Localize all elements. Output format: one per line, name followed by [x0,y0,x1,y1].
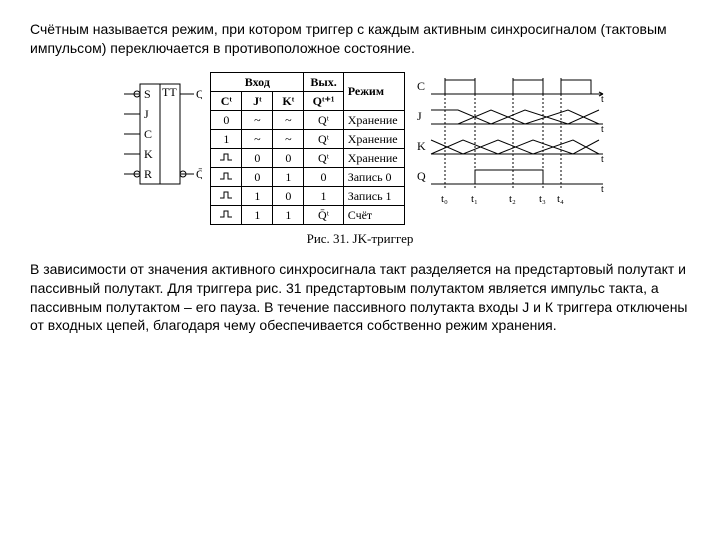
svg-text:t: t [601,94,604,105]
timing-label-j: J [417,109,422,123]
svg-text:t₃: t₃ [539,193,546,205]
th-output: Вых. [304,72,343,91]
timing-label-k: K [417,139,426,153]
jk-circuit-symbol: S J C K R TT Q Q̄ [112,72,202,192]
th-q: Qᵗ⁺¹ [304,91,343,110]
pin-c: C [144,127,152,141]
pin-r: R [144,167,152,181]
pin-s: S [144,87,151,101]
table-row: 11Q̄ᵗСчёт [211,205,404,224]
table-row: 010Запись 0 [211,167,404,186]
timing-diagram: C t J t K t Q t [413,72,608,212]
pin-j: J [144,107,149,121]
th-k: Kᵗ [273,91,304,110]
figure-caption: Рис. 31. JK-триггер [30,231,690,247]
timing-label-q: Q [417,169,426,183]
svg-text:t: t [601,124,604,135]
svg-text:t: t [601,154,604,165]
table-row: 0~~QᵗХранение [211,110,404,129]
table-row: 1~~QᵗХранение [211,129,404,148]
intro-paragraph: Счётным называется режим, при котором тр… [30,20,690,58]
svg-text:t₀: t₀ [441,193,448,205]
figure-31: S J C K R TT Q Q̄ [30,72,690,225]
th-mode: Режим [343,72,404,110]
svg-text:t₂: t₂ [509,193,516,205]
th-inputs: Вход [211,72,304,91]
th-c: Cᵗ [211,91,242,110]
svg-text:t₁: t₁ [471,193,478,205]
timing-label-c: C [417,79,425,93]
body-paragraph: В зависимости от значения активного синх… [30,260,690,336]
jk-truth-table: Вход Вых. Режим Cᵗ Jᵗ Kᵗ Qᵗ⁺¹ 0~~QᵗХране… [210,72,404,225]
svg-text:t: t [601,184,604,195]
table-row: 00QᵗХранение [211,148,404,167]
table-row: 101Запись 1 [211,186,404,205]
block-type-label: TT [162,85,177,99]
pin-qbar: Q̄ [196,167,202,181]
pin-k: K [144,147,153,161]
th-j: Jᵗ [242,91,273,110]
svg-text:t₄: t₄ [557,193,564,205]
pin-q: Q [196,87,202,101]
